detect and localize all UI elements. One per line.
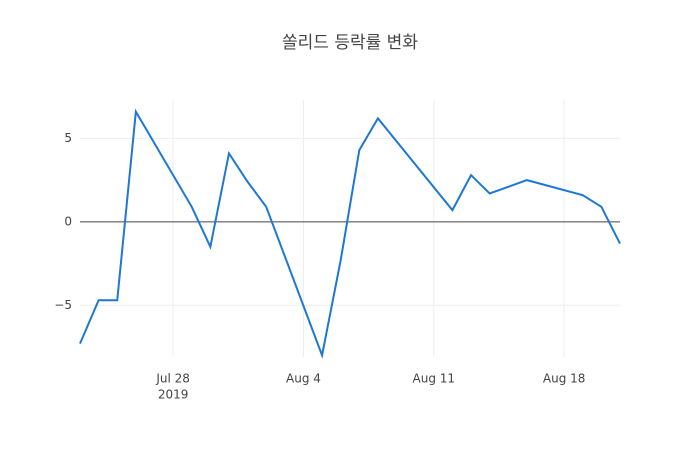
- x-tick-label: Aug 11: [413, 372, 456, 386]
- line: [79, 108, 621, 359]
- x-tick-label: Jul 28: [155, 372, 190, 386]
- x-year-label: 2019: [158, 388, 189, 402]
- y-tick-label: −5: [54, 298, 72, 312]
- y-tick-label: 5: [64, 131, 72, 145]
- x-tick-label: Aug 18: [543, 372, 586, 386]
- chart-title: 쏠리드 등락률 변화: [282, 33, 418, 53]
- x-tick-label: Aug 4: [286, 372, 321, 386]
- y-tick-label: 0: [64, 214, 72, 228]
